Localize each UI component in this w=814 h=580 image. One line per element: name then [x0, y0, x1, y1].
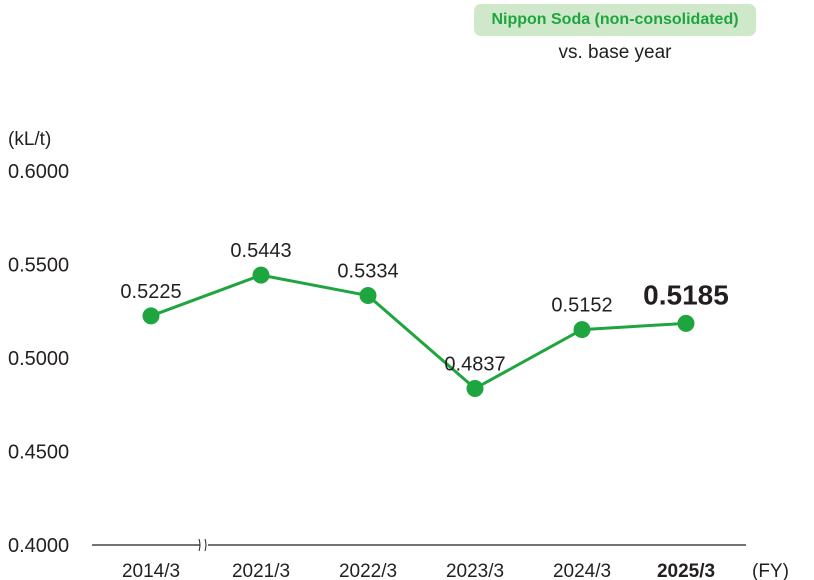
- y-tick-label: 0.4500: [8, 442, 69, 464]
- data-point: [573, 321, 591, 339]
- data-point: [252, 266, 270, 284]
- data-label: 0.5185: [643, 279, 729, 310]
- axis-break-mark: [204, 538, 207, 552]
- axis-break-gap: [200, 538, 208, 552]
- data-point: [466, 379, 484, 397]
- x-tick-label: 2025/3: [657, 561, 715, 580]
- y-tick-label: 0.5000: [8, 348, 69, 370]
- data-label: 0.4837: [444, 353, 505, 375]
- data-label: 0.5443: [230, 240, 291, 262]
- legend-series-badge: Nippon Soda (non-consolidated): [474, 4, 756, 36]
- data-label: 0.5225: [120, 281, 181, 303]
- y-tick-label: 0.6000: [8, 161, 69, 183]
- x-tick-label: 2022/3: [339, 561, 397, 580]
- y-axis-unit-label: (kL/t): [8, 129, 51, 150]
- legend-note: vs. base year: [558, 42, 672, 63]
- series-line: [150, 273, 687, 390]
- data-label: 0.5334: [337, 261, 398, 283]
- y-tick-label: 0.5500: [8, 255, 69, 277]
- data-point: [359, 287, 377, 305]
- x-tick-label: 2014/3: [122, 561, 180, 580]
- data-point: [142, 307, 160, 325]
- x-tick-label: 2023/3: [446, 561, 504, 580]
- x-axis-unit-label: (FY): [752, 561, 789, 580]
- x-tick-label: 2021/3: [232, 561, 290, 580]
- y-tick-label: 0.4000: [8, 535, 69, 557]
- x-tick-label: 2024/3: [553, 561, 611, 580]
- axis-break-mark: [198, 538, 201, 552]
- data-label: 0.5152: [551, 295, 612, 317]
- data-point: [677, 314, 695, 332]
